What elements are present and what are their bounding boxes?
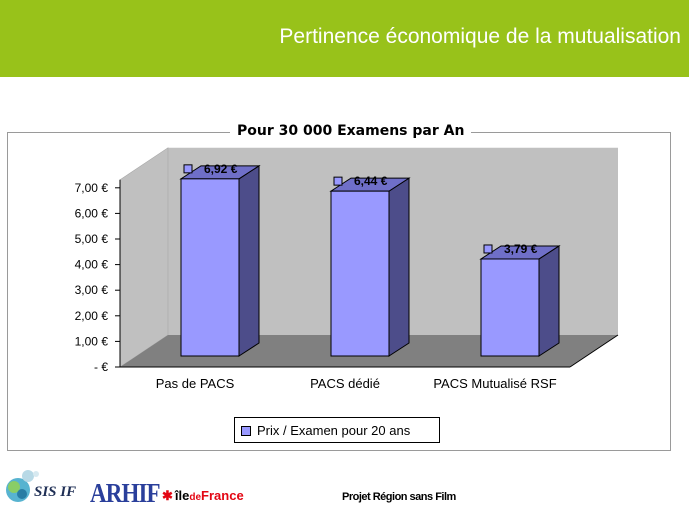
y-tick-label: 6,00 € xyxy=(75,206,109,220)
data-label: 3,79 € xyxy=(504,242,538,256)
floor-edge-line xyxy=(569,334,619,368)
bar-side-face xyxy=(388,177,410,357)
legend-swatch xyxy=(241,426,251,436)
y-tick-label: 4,00 € xyxy=(75,258,109,272)
data-label-marker xyxy=(483,244,493,254)
idf-de-text: de xyxy=(189,492,202,503)
sisif-logo: SIS IF xyxy=(4,466,86,510)
data-label: 6,92 € xyxy=(204,162,238,176)
data-label-marker xyxy=(183,164,193,174)
y-tick-label: 5,00 € xyxy=(75,232,109,246)
data-label-marker xyxy=(333,176,343,186)
ile-de-france-logo: ✱ îledeFrance xyxy=(162,488,244,504)
x-tick-label: PACS dédié xyxy=(310,376,380,391)
legend-label: Prix / Examen pour 20 ans xyxy=(257,423,411,438)
star-icon: ✱ xyxy=(162,488,173,503)
y-tick-label: 2,00 € xyxy=(75,309,109,323)
idf-france-text: France xyxy=(201,488,244,503)
chart-title: Pour 30 000 Examens par An xyxy=(230,123,472,139)
arhif-logo: ARHIF xyxy=(90,478,161,508)
x-tick-label: Pas de PACS xyxy=(156,376,235,391)
y-tick-label: 1,00 € xyxy=(75,334,109,348)
y-tick-label: 3,00 € xyxy=(75,283,109,297)
chart-legend: Prix / Examen pour 20 ans xyxy=(234,417,440,443)
chart-side-wall xyxy=(119,147,169,368)
data-label: 6,44 € xyxy=(354,174,388,188)
bar-side-face xyxy=(238,164,260,357)
header-bar: Pertinence économique de la mutualisatio… xyxy=(0,0,689,77)
bar xyxy=(330,190,390,357)
x-tick-label: PACS Mutualisé RSF xyxy=(433,376,556,391)
y-tick-label: 7,00 € xyxy=(75,181,109,195)
idf-ile-text: île xyxy=(174,488,190,503)
sisif-logo-text: SIS IF xyxy=(34,484,76,500)
footer-text: Projet Région sans Film xyxy=(342,491,456,503)
bar xyxy=(480,258,540,357)
bar-side-face xyxy=(538,245,560,357)
slide-title: Pertinence économique de la mutualisatio… xyxy=(279,25,681,48)
bar xyxy=(180,178,240,357)
y-tick-label: - € xyxy=(94,360,108,374)
